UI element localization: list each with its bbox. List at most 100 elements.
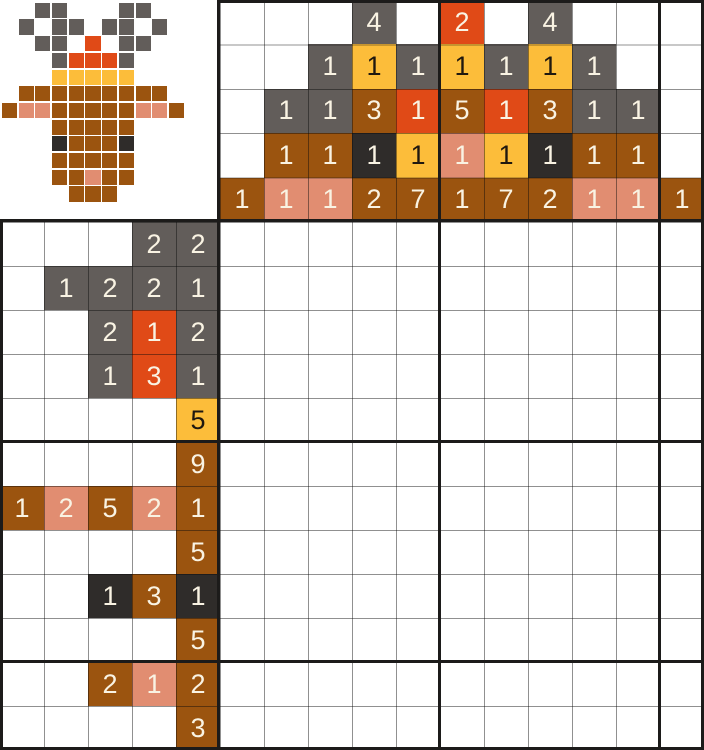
grid-cell[interactable] xyxy=(660,354,704,398)
grid-cell[interactable] xyxy=(308,398,352,442)
grid-cell[interactable] xyxy=(308,266,352,310)
grid-cell[interactable] xyxy=(440,266,484,310)
grid-cell[interactable] xyxy=(528,662,572,706)
grid-cell[interactable] xyxy=(308,222,352,266)
grid-cell[interactable] xyxy=(484,618,528,662)
grid-cell[interactable] xyxy=(572,266,616,310)
grid-cell[interactable] xyxy=(352,310,396,354)
grid-cell[interactable] xyxy=(484,530,528,574)
grid-cell[interactable] xyxy=(440,530,484,574)
grid-cell[interactable] xyxy=(220,398,264,442)
grid-cell[interactable] xyxy=(660,310,704,354)
grid-cell[interactable] xyxy=(220,530,264,574)
grid-cell[interactable] xyxy=(220,486,264,530)
grid-cell[interactable] xyxy=(660,530,704,574)
grid-cell[interactable] xyxy=(616,662,660,706)
grid-cell[interactable] xyxy=(484,662,528,706)
grid-cell[interactable] xyxy=(396,574,440,618)
grid-cell[interactable] xyxy=(484,354,528,398)
grid-cell[interactable] xyxy=(528,266,572,310)
grid-cell[interactable] xyxy=(220,706,264,750)
grid-cell[interactable] xyxy=(220,442,264,486)
grid-cell[interactable] xyxy=(616,354,660,398)
grid-cell[interactable] xyxy=(528,618,572,662)
grid-cell[interactable] xyxy=(396,354,440,398)
grid-cell[interactable] xyxy=(484,706,528,750)
grid-cell[interactable] xyxy=(440,442,484,486)
grid-cell[interactable] xyxy=(264,486,308,530)
grid-cell[interactable] xyxy=(264,662,308,706)
grid-cell[interactable] xyxy=(528,574,572,618)
grid-cell[interactable] xyxy=(572,354,616,398)
grid-cell[interactable] xyxy=(572,618,616,662)
grid-cell[interactable] xyxy=(528,530,572,574)
grid-cell[interactable] xyxy=(572,222,616,266)
grid-cell[interactable] xyxy=(396,398,440,442)
grid-cell[interactable] xyxy=(264,398,308,442)
grid-cell[interactable] xyxy=(484,442,528,486)
grid-cell[interactable] xyxy=(352,398,396,442)
grid-cell[interactable] xyxy=(264,222,308,266)
grid-cell[interactable] xyxy=(484,222,528,266)
grid-cell[interactable] xyxy=(220,618,264,662)
grid-cell[interactable] xyxy=(572,310,616,354)
grid-cell[interactable] xyxy=(616,530,660,574)
grid-cell[interactable] xyxy=(308,530,352,574)
grid-cell[interactable] xyxy=(660,618,704,662)
grid-cell[interactable] xyxy=(352,266,396,310)
grid-cell[interactable] xyxy=(528,398,572,442)
grid-cell[interactable] xyxy=(616,442,660,486)
grid-cell[interactable] xyxy=(396,486,440,530)
grid-cell[interactable] xyxy=(660,442,704,486)
grid-cell[interactable] xyxy=(396,618,440,662)
grid-cell[interactable] xyxy=(396,706,440,750)
grid-cell[interactable] xyxy=(308,574,352,618)
grid-cell[interactable] xyxy=(396,530,440,574)
grid-cell[interactable] xyxy=(484,266,528,310)
grid-cell[interactable] xyxy=(616,618,660,662)
grid-cell[interactable] xyxy=(440,662,484,706)
grid-cell[interactable] xyxy=(264,530,308,574)
grid-cell[interactable] xyxy=(308,354,352,398)
grid-cell[interactable] xyxy=(264,574,308,618)
grid-cell[interactable] xyxy=(616,398,660,442)
grid-cell[interactable] xyxy=(220,574,264,618)
grid-cell[interactable] xyxy=(572,706,616,750)
grid-cell[interactable] xyxy=(440,706,484,750)
grid-cell[interactable] xyxy=(440,222,484,266)
grid-cell[interactable] xyxy=(616,486,660,530)
grid-cell[interactable] xyxy=(660,398,704,442)
grid-cell[interactable] xyxy=(308,618,352,662)
grid-cell[interactable] xyxy=(528,310,572,354)
grid-cell[interactable] xyxy=(660,662,704,706)
grid-cell[interactable] xyxy=(352,442,396,486)
grid-cell[interactable] xyxy=(264,266,308,310)
grid-cell[interactable] xyxy=(264,442,308,486)
grid-cell[interactable] xyxy=(220,222,264,266)
grid-cell[interactable] xyxy=(660,706,704,750)
grid-cell[interactable] xyxy=(484,310,528,354)
grid-cell[interactable] xyxy=(220,354,264,398)
grid-cell[interactable] xyxy=(352,618,396,662)
grid-cell[interactable] xyxy=(396,222,440,266)
grid-cell[interactable] xyxy=(396,266,440,310)
grid-cell[interactable] xyxy=(572,442,616,486)
grid-cell[interactable] xyxy=(572,486,616,530)
grid-cell[interactable] xyxy=(660,574,704,618)
grid-cell[interactable] xyxy=(660,266,704,310)
grid-cell[interactable] xyxy=(396,662,440,706)
grid-cell[interactable] xyxy=(528,706,572,750)
grid-cell[interactable] xyxy=(572,530,616,574)
grid-cell[interactable] xyxy=(352,662,396,706)
grid-cell[interactable] xyxy=(440,574,484,618)
grid-cell[interactable] xyxy=(616,222,660,266)
grid-cell[interactable] xyxy=(616,574,660,618)
grid-cell[interactable] xyxy=(308,310,352,354)
grid-cell[interactable] xyxy=(528,442,572,486)
grid-cell[interactable] xyxy=(484,574,528,618)
grid-cell[interactable] xyxy=(660,486,704,530)
grid-cell[interactable] xyxy=(220,266,264,310)
grid-cell[interactable] xyxy=(352,222,396,266)
grid-cell[interactable] xyxy=(660,222,704,266)
grid-cell[interactable] xyxy=(308,706,352,750)
